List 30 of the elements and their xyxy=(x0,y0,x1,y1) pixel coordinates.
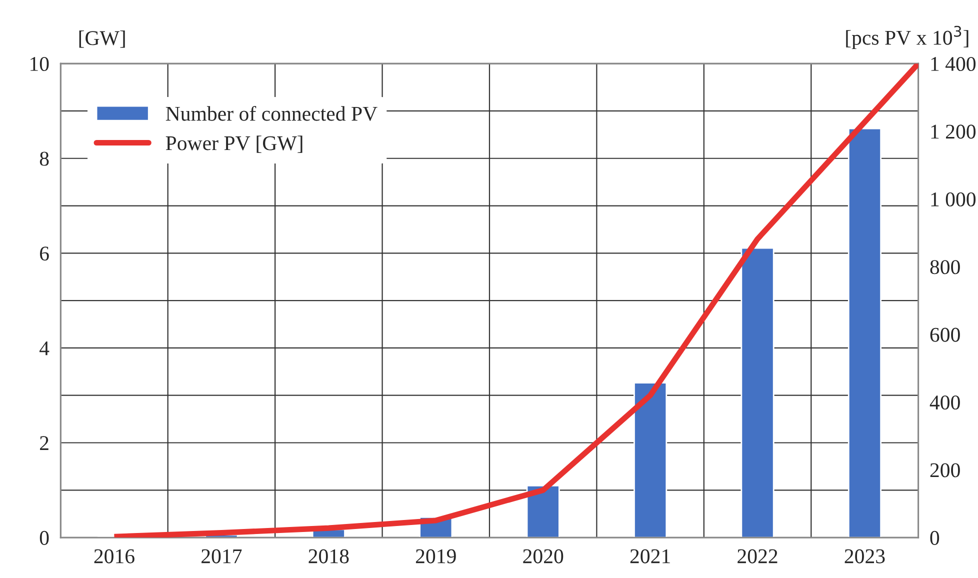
x-tick-label: 2016 xyxy=(94,549,134,564)
y-tick-label: 2 xyxy=(40,436,48,450)
y2-tick-label: 0 xyxy=(930,530,940,545)
y-tick-label: 6 xyxy=(40,246,49,261)
y-axis-title: [GW] xyxy=(79,30,125,48)
y-tick-label: 8 xyxy=(40,152,49,166)
y-tick-label: 10 xyxy=(30,56,49,72)
y2-tick-label: 400 xyxy=(930,395,960,410)
y2-tick-label: 1 200 xyxy=(931,124,976,139)
y-tick-label: 4 xyxy=(40,341,50,356)
x-tick-label: 2020 xyxy=(523,549,564,564)
x-tick-label: 2023 xyxy=(844,549,885,564)
x-tick-label: 2018 xyxy=(308,549,349,564)
y2-tick-label: 1 000 xyxy=(931,192,976,206)
y2-axis-title: [pcs PV x 10$^{3}$] xyxy=(846,26,968,50)
x-tick-label: 2022 xyxy=(738,549,778,564)
y2-tick-label: 600 xyxy=(930,328,960,342)
x-tick-label: 2021 xyxy=(630,549,670,564)
y2-tick-label: 200 xyxy=(930,463,960,478)
y2-tick-label: 1 400 xyxy=(931,56,976,72)
bar xyxy=(634,382,668,538)
bar xyxy=(740,247,774,538)
legend-label: Number of connected PV xyxy=(166,106,378,121)
legend-label: Power PV [GW] xyxy=(166,136,302,153)
x-tick-label: 2017 xyxy=(202,549,242,564)
x-tick-label: 2019 xyxy=(416,549,456,564)
bar xyxy=(848,128,882,538)
y-tick-label: 0 xyxy=(40,530,49,545)
y2-tick-label: 800 xyxy=(930,260,960,274)
bar xyxy=(526,485,560,538)
